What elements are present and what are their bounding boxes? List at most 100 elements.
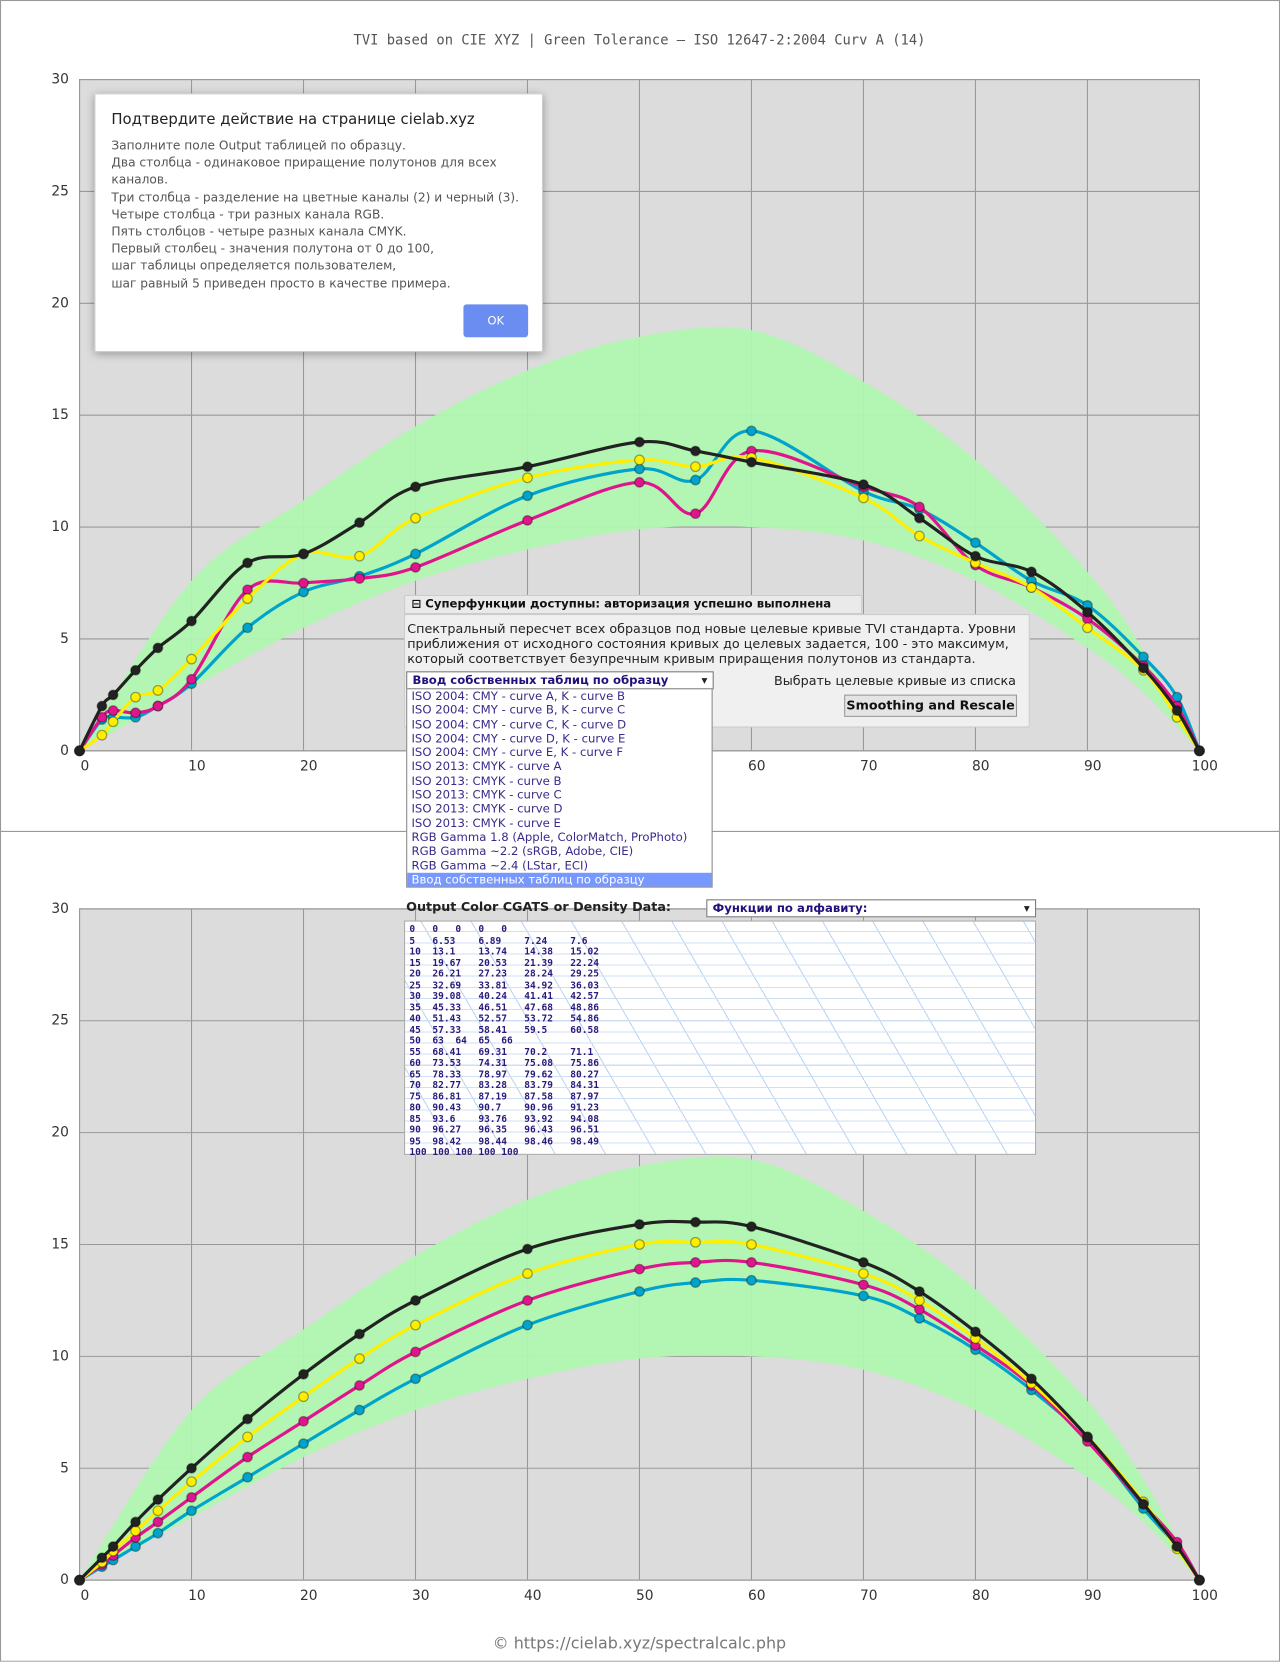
point — [130, 1541, 141, 1552]
smooth-button[interactable]: Smoothing and Rescale — [844, 694, 1018, 717]
point — [130, 707, 141, 719]
point — [1026, 566, 1037, 578]
option[interactable]: ISO 2004: CMY - curve D, K - curve E — [411, 731, 626, 746]
point — [746, 425, 757, 437]
dialog-line: Первый столбец - значения полутона от 0 … — [111, 240, 435, 256]
point — [634, 454, 645, 466]
point — [858, 1290, 869, 1302]
point — [152, 1516, 164, 1528]
point — [107, 1541, 119, 1552]
point — [354, 1380, 365, 1391]
point — [186, 615, 197, 627]
option[interactable]: ISO 2013: CMYK - curve C — [411, 788, 562, 802]
y-tick-label: 30 — [51, 72, 69, 88]
option[interactable]: ISO 2004: CMY - curve E, K - curve F — [411, 745, 624, 760]
point — [186, 1476, 197, 1488]
option[interactable]: ISO 2004: CMY - curve B, K - curve C — [411, 703, 626, 718]
point — [130, 1516, 141, 1528]
point — [410, 512, 421, 524]
point — [298, 1415, 309, 1427]
data-row: 20 26.21 27.23 28.24 29.25 — [409, 969, 599, 980]
point — [1194, 745, 1205, 757]
point — [1026, 582, 1037, 593]
data-row: 60 73.53 74.31 75.08 75.86 — [409, 1058, 599, 1069]
point — [914, 1286, 925, 1297]
function-select[interactable]: Функции по алфавиту: — [706, 899, 1037, 918]
point — [410, 1373, 421, 1385]
option[interactable]: ISO 2013: CMYK - curve E — [411, 816, 561, 831]
point — [152, 1505, 164, 1517]
data-row: 80 90.43 90.7 90.96 91.23 — [409, 1102, 599, 1114]
x-tick-label: 0 — [80, 759, 89, 775]
point — [746, 1221, 757, 1233]
point — [914, 530, 925, 542]
point — [242, 1413, 253, 1425]
data-row: 70 82.77 83.28 83.79 84.31 — [409, 1080, 599, 1092]
x-tick-label: 20 — [300, 759, 318, 775]
x-tick-label: 100 — [1192, 759, 1218, 775]
point — [522, 1243, 533, 1255]
point — [152, 1494, 164, 1505]
point — [914, 512, 925, 524]
point — [634, 476, 645, 488]
option[interactable]: RGB Gamma ~2.2 (sRGB, Adobe, CIE) — [411, 844, 634, 859]
panel-line: Спектральный пересчет всех образцов под … — [407, 621, 1016, 637]
point — [522, 514, 533, 526]
point — [186, 673, 197, 685]
point — [1138, 662, 1149, 674]
y-tick-label: 25 — [51, 1013, 69, 1029]
data-row: 65 78.33 78.97 79.62 80.27 — [409, 1069, 599, 1081]
point — [152, 1527, 164, 1539]
point — [522, 1268, 533, 1279]
point — [410, 1295, 421, 1306]
point — [914, 1303, 925, 1315]
y-tick-label: 15 — [51, 407, 69, 423]
option[interactable]: ISO 2013: CMYK - curve A — [411, 759, 562, 774]
dialog-body: Заполните поле Output таблицей по образц… — [111, 137, 542, 292]
y-tick-label: 20 — [51, 1125, 69, 1141]
option[interactable]: ISO 2013: CMYK - curve D — [411, 802, 563, 816]
point — [298, 577, 309, 589]
option[interactable]: RGB Gamma 1.8 (Apple, ColorMatch, ProPho… — [411, 830, 688, 845]
point — [242, 593, 253, 605]
ok-button[interactable]: OK — [463, 304, 529, 338]
point — [242, 584, 253, 596]
option[interactable]: ISO 2004: CMY - curve C, K - curve D — [411, 717, 627, 732]
point — [242, 622, 253, 634]
point — [298, 586, 309, 598]
point — [410, 1346, 421, 1358]
option[interactable]: RGB Gamma ~2.4 (LStar, ECI) — [411, 858, 589, 873]
point — [970, 1326, 981, 1338]
panel-header[interactable]: ⊟ Суперфункции доступны: авторизация усп… — [404, 594, 863, 615]
series-line — [78, 454, 1201, 753]
point — [858, 1268, 869, 1279]
option[interactable]: Ввод собственных таблиц по образцу — [407, 872, 712, 887]
point — [634, 1286, 645, 1297]
point — [107, 716, 119, 728]
dialog-line: Два столбца - одинаковое приращение полу… — [111, 155, 497, 188]
point — [746, 1239, 757, 1250]
curve-select[interactable]: Ввод собственных таблиц по образцу — [406, 671, 714, 690]
point — [858, 1279, 869, 1291]
point — [298, 548, 309, 560]
x-tick-label: 80 — [972, 759, 990, 775]
option[interactable]: ISO 2013: CMYK - curve B — [411, 773, 562, 788]
y-tick-label: 20 — [51, 295, 69, 311]
x-tick-label: 10 — [188, 759, 206, 775]
point — [242, 557, 253, 569]
y-tick-label: 0 — [60, 1572, 69, 1588]
point — [354, 550, 365, 562]
point — [522, 472, 533, 484]
confirm-dialog: Подтвердите действие на странице cielab.… — [94, 93, 543, 353]
option[interactable]: ISO 2004: CMY - curve A, K - curve B — [411, 689, 625, 704]
y-tick-label: 15 — [51, 1236, 69, 1252]
point — [152, 642, 164, 654]
point — [152, 685, 164, 696]
y-tick-label: 10 — [51, 1348, 69, 1364]
data-row: 15 19.67 20.53 21.39 22.24 — [409, 958, 599, 969]
data-row: 85 93.6 93.76 93.92 94.08 — [409, 1114, 599, 1125]
point — [1138, 651, 1149, 663]
